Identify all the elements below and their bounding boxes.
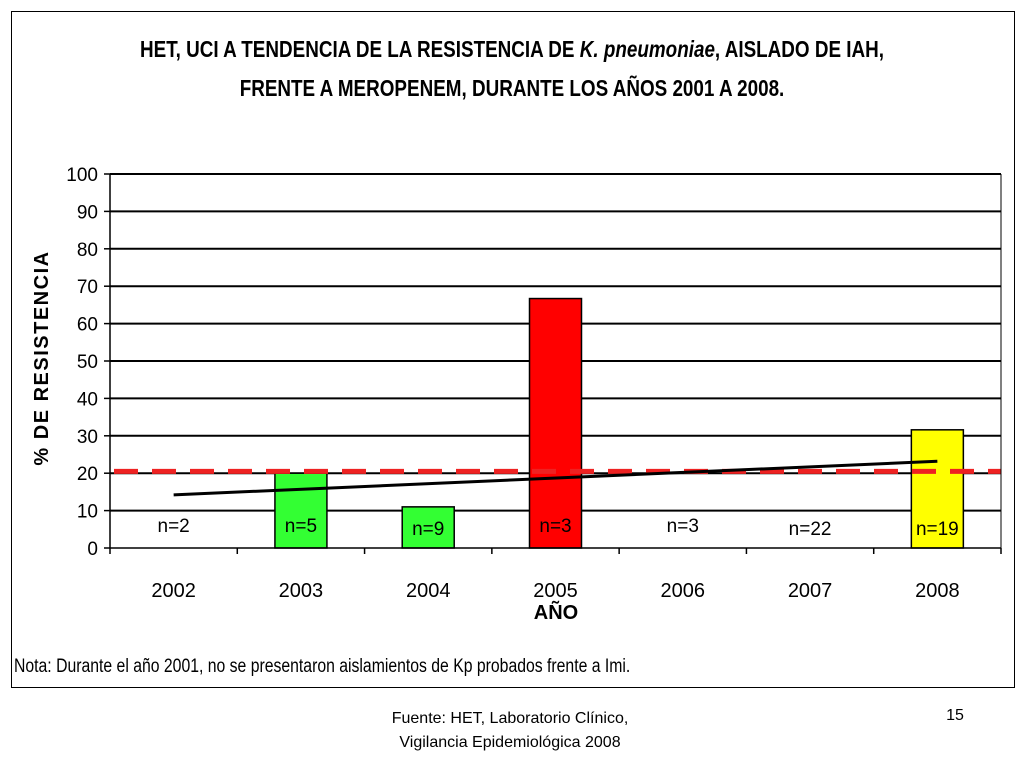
y-tick-label: 70 (77, 277, 98, 298)
source-line-1: Fuente: HET, Laboratorio Clínico, (391, 710, 629, 727)
data-label: n=3 (539, 516, 571, 537)
y-tick-label: 30 (77, 427, 98, 448)
y-tick-label: 100 (66, 165, 98, 186)
axes: 0 10 20 30 40 50 60 70 80 90 100 2002 2003 2004 2005 20… (66, 165, 1002, 602)
data-label: n=9 (412, 519, 444, 540)
data-label: n=22 (789, 519, 832, 540)
bars (274, 297, 965, 549)
bar-2005 (528, 297, 583, 549)
data-label: n=19 (916, 519, 959, 540)
y-tick-label: 90 (77, 202, 98, 223)
y-axis-title: % DE RESISTENCIA (31, 250, 53, 465)
x-tick-label: 2003 (279, 580, 324, 602)
source-line-2: Vigilancia Epidemiológica 2008 (399, 734, 621, 751)
y-tick-label: 60 (77, 315, 98, 336)
x-axis-title: AÑO (534, 601, 578, 624)
chart-title-line-1: HET, UCI A TENDENCIA DE LA RESISTENCIA D… (140, 36, 884, 62)
x-tick-label: 2008 (915, 580, 960, 602)
bar-2008 (910, 429, 965, 549)
data-label: n=5 (285, 516, 317, 537)
footnote: Nota: Durante el año 2001, no se present… (14, 656, 631, 677)
y-tick-label: 0 (87, 539, 98, 560)
y-tick-label: 40 (77, 389, 98, 410)
y-tick-label: 10 (77, 502, 98, 523)
x-tick-label: 2006 (661, 580, 706, 602)
linear-trendline (173, 459, 938, 497)
x-tick-label: 2002 (151, 580, 196, 602)
y-tick-label: 80 (77, 240, 98, 261)
data-label: n=2 (158, 516, 190, 537)
x-tick-label: 2007 (788, 580, 833, 602)
chart-frame (11, 11, 1015, 688)
chart-title-line-2: FRENTE A MEROPENEM, DURANTE LOS AÑOS 200… (239, 75, 785, 101)
x-tick-label: 2005 (533, 580, 578, 602)
trend-line (173, 459, 938, 497)
y-tick-label: 20 (77, 464, 98, 485)
data-label: n=3 (667, 516, 699, 537)
x-tick-label: 2004 (406, 580, 451, 602)
source-citation: Fuente: HET, Laboratorio Clínico, Vigila… (290, 707, 730, 755)
y-tick-label: 50 (77, 352, 98, 373)
data-labels: n=2 n=5 n=9 n=3 n=3 n=22 n=19 (158, 516, 959, 540)
slide-number: 15 (946, 707, 964, 724)
